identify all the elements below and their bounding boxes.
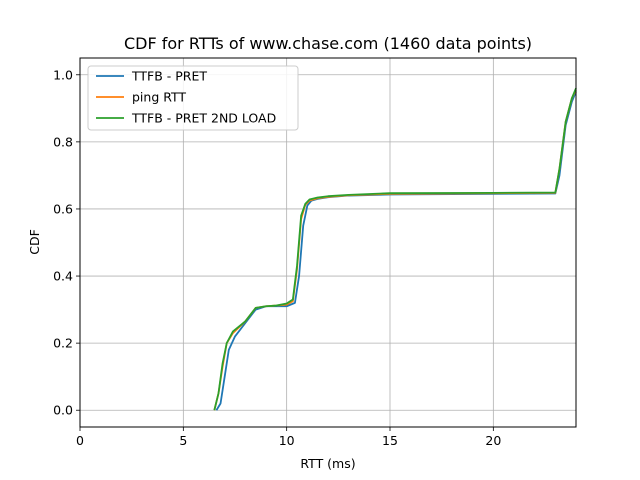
x-tick-label: 0 [76,433,84,448]
x-tick-label: 5 [179,433,187,448]
legend-label: ping RTT [132,90,186,105]
series-layer [213,87,577,411]
legend-box [87,65,299,131]
y-tick-label: 0.2 [53,336,73,351]
y-tick-label: 0.4 [53,269,73,284]
plot-frame [79,57,577,428]
y-axis: 0.0 0.2 0.4 0.6 0.8 1.0 [53,67,80,418]
x-axis: 0 5 10 15 20 [76,427,501,448]
series-line-3 [213,87,577,411]
y-axis-label: CDF [27,229,42,255]
y-tick-label: 0.6 [53,201,73,216]
x-tick-label: 10 [279,433,295,448]
x-tick-label: 20 [485,433,501,448]
x-axis-label: RTT (ms) [300,456,355,471]
y-tick-label: 0.0 [53,403,73,418]
legend-label: TTFB - PRET 2ND LOAD [131,111,276,126]
legend: TTFB - PRET ping RTT TTFB - PRET 2ND LOAD [87,65,299,131]
y-tick-label: 0.8 [53,134,73,149]
y-tick-label: 1.0 [53,67,73,82]
legend-label: TTFB - PRET [131,69,207,84]
chart-title: CDF for RTTs of www.chase.com (1460 data… [124,34,532,53]
x-tick-label: 15 [382,433,398,448]
